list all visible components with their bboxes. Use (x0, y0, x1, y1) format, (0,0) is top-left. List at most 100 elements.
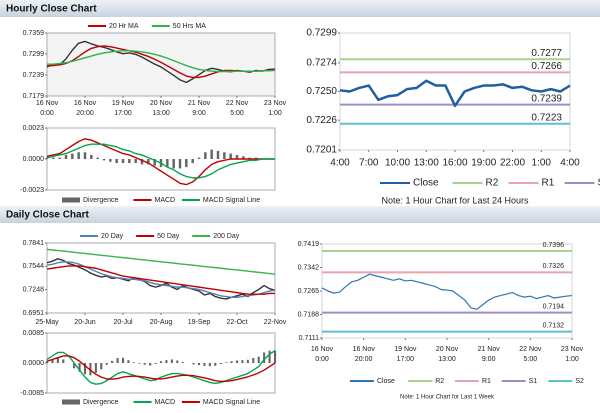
x-tick-label: 4:00 (330, 158, 350, 169)
x-tick-label: 0:00 (40, 110, 54, 117)
divergence-bar (229, 153, 232, 159)
x-tick-label: 23 Nov (264, 100, 287, 107)
divergence-bar (78, 363, 81, 372)
legend-label: Close (377, 378, 395, 385)
divergence-bar (138, 363, 141, 364)
header-bar (0, 206, 600, 223)
level-label: 0.7326 (543, 263, 565, 270)
x-tick-label: 9:00 (482, 356, 496, 363)
legend-label: MACD Signal Line (203, 197, 260, 204)
divergence-bar (203, 363, 206, 366)
divergence-bar (216, 150, 220, 159)
legend-swatch (62, 197, 80, 203)
y-tick-label: 0.7265 (298, 288, 320, 295)
divergence-bar (257, 356, 260, 363)
x-tick-label: 1:00 (532, 158, 552, 169)
divergence-bar (52, 157, 55, 159)
divergence-bar (170, 359, 173, 363)
legend-label: R2 (486, 178, 499, 189)
plot-area (46, 32, 276, 97)
divergence-bar (64, 154, 68, 159)
divergence-bar (191, 159, 194, 164)
series-line (339, 79, 571, 108)
y-tick-label: 0.7239 (23, 72, 45, 79)
divergence-bar (159, 361, 163, 363)
legend-label: Divergence (83, 399, 119, 406)
y-tick-label: 0.7299 (306, 28, 337, 39)
divergence-bar (77, 152, 80, 159)
divergence-bar (204, 152, 207, 159)
x-tick-label: 5:00 (524, 356, 538, 363)
x-tick-label: 20-Aug (150, 319, 173, 326)
divergence-bar (62, 359, 65, 363)
x-tick-label: 10:00 (385, 158, 410, 169)
divergence-bar (185, 159, 188, 168)
divergence-bar (252, 358, 255, 363)
y-tick-label: 0.7274 (306, 57, 337, 68)
y-tick-label: 0.7544 (23, 263, 45, 270)
divergence-bar (134, 159, 137, 164)
series-line (47, 50, 276, 73)
divergence-bar (111, 360, 114, 363)
divergence-bar (230, 361, 233, 363)
legend-swatch (62, 399, 80, 405)
divergence-bar (166, 159, 169, 168)
divergence-bar (132, 362, 135, 363)
x-tick-label: 16 Nov (353, 346, 376, 353)
y-tick-label: 0.7419 (298, 241, 320, 248)
divergence-bar (235, 360, 239, 363)
divergence-bar (181, 361, 184, 363)
plot-area (321, 243, 573, 339)
x-tick-label: 17:00 (397, 356, 415, 363)
x-tick-label: 20:00 (76, 110, 94, 117)
series-line (46, 138, 275, 186)
y-tick-label: 0.0023 (23, 125, 45, 132)
series-line (46, 248, 276, 275)
x-tick-label: 20-Jul (113, 319, 133, 326)
x-tick-label: 22:00 (500, 158, 525, 169)
x-tick-label: 7:00 (359, 158, 379, 169)
legend-label: S2 (575, 378, 584, 385)
level-label: 0.7132 (543, 322, 565, 329)
x-tick-label: 19 Nov (394, 346, 417, 353)
legend-label: 20 Hr MA (109, 23, 139, 30)
section-title: Hourly Close Chart (6, 4, 97, 15)
divergence-bar (154, 363, 157, 365)
divergence-bar (45, 361, 49, 363)
x-tick-label: 21 Nov (188, 100, 211, 107)
divergence-bar (197, 157, 201, 159)
divergence-bar (143, 363, 146, 365)
x-tick-label: 1:00 (268, 110, 282, 117)
legend-label: R2 (435, 378, 444, 385)
x-tick-label: 19-Sep (188, 319, 211, 326)
divergence-bar (105, 363, 108, 365)
divergence-bar (45, 157, 49, 159)
x-tick-label: 5:00 (230, 110, 244, 117)
chart-note: Note: 1 Hour Chart for Last 1 Week (400, 395, 495, 401)
x-tick-label: 23 Nov (561, 346, 584, 353)
legend-label: MACD (155, 399, 176, 406)
level-label: 0.7239 (531, 93, 562, 104)
divergence-bar (100, 363, 103, 370)
legend-label: S1 (598, 178, 600, 189)
divergence-bar (115, 159, 118, 164)
x-tick-label: 0:00 (315, 356, 329, 363)
divergence-bar (73, 363, 76, 369)
legend-label: 20 Day (101, 233, 124, 240)
divergence-bar (83, 152, 87, 159)
x-tick-label: 21 Nov (478, 346, 501, 353)
x-tick-label: 22-Nov (264, 319, 287, 326)
divergence-bar (192, 363, 195, 365)
y-tick-label: 0.7359 (23, 30, 45, 37)
header-bar (0, 0, 600, 17)
divergence-bar (246, 359, 249, 363)
divergence-bar (273, 350, 277, 363)
x-tick-label: 25-May (35, 319, 59, 326)
divergence-bar (268, 350, 271, 363)
x-tick-label: 20-Jun (74, 319, 96, 326)
series-line (46, 265, 275, 295)
x-tick-label: 22 Nov (519, 346, 542, 353)
divergence-bar (210, 149, 213, 159)
legend-label: MACD Signal Line (203, 399, 260, 406)
x-tick-label: 16 Nov (74, 100, 97, 107)
